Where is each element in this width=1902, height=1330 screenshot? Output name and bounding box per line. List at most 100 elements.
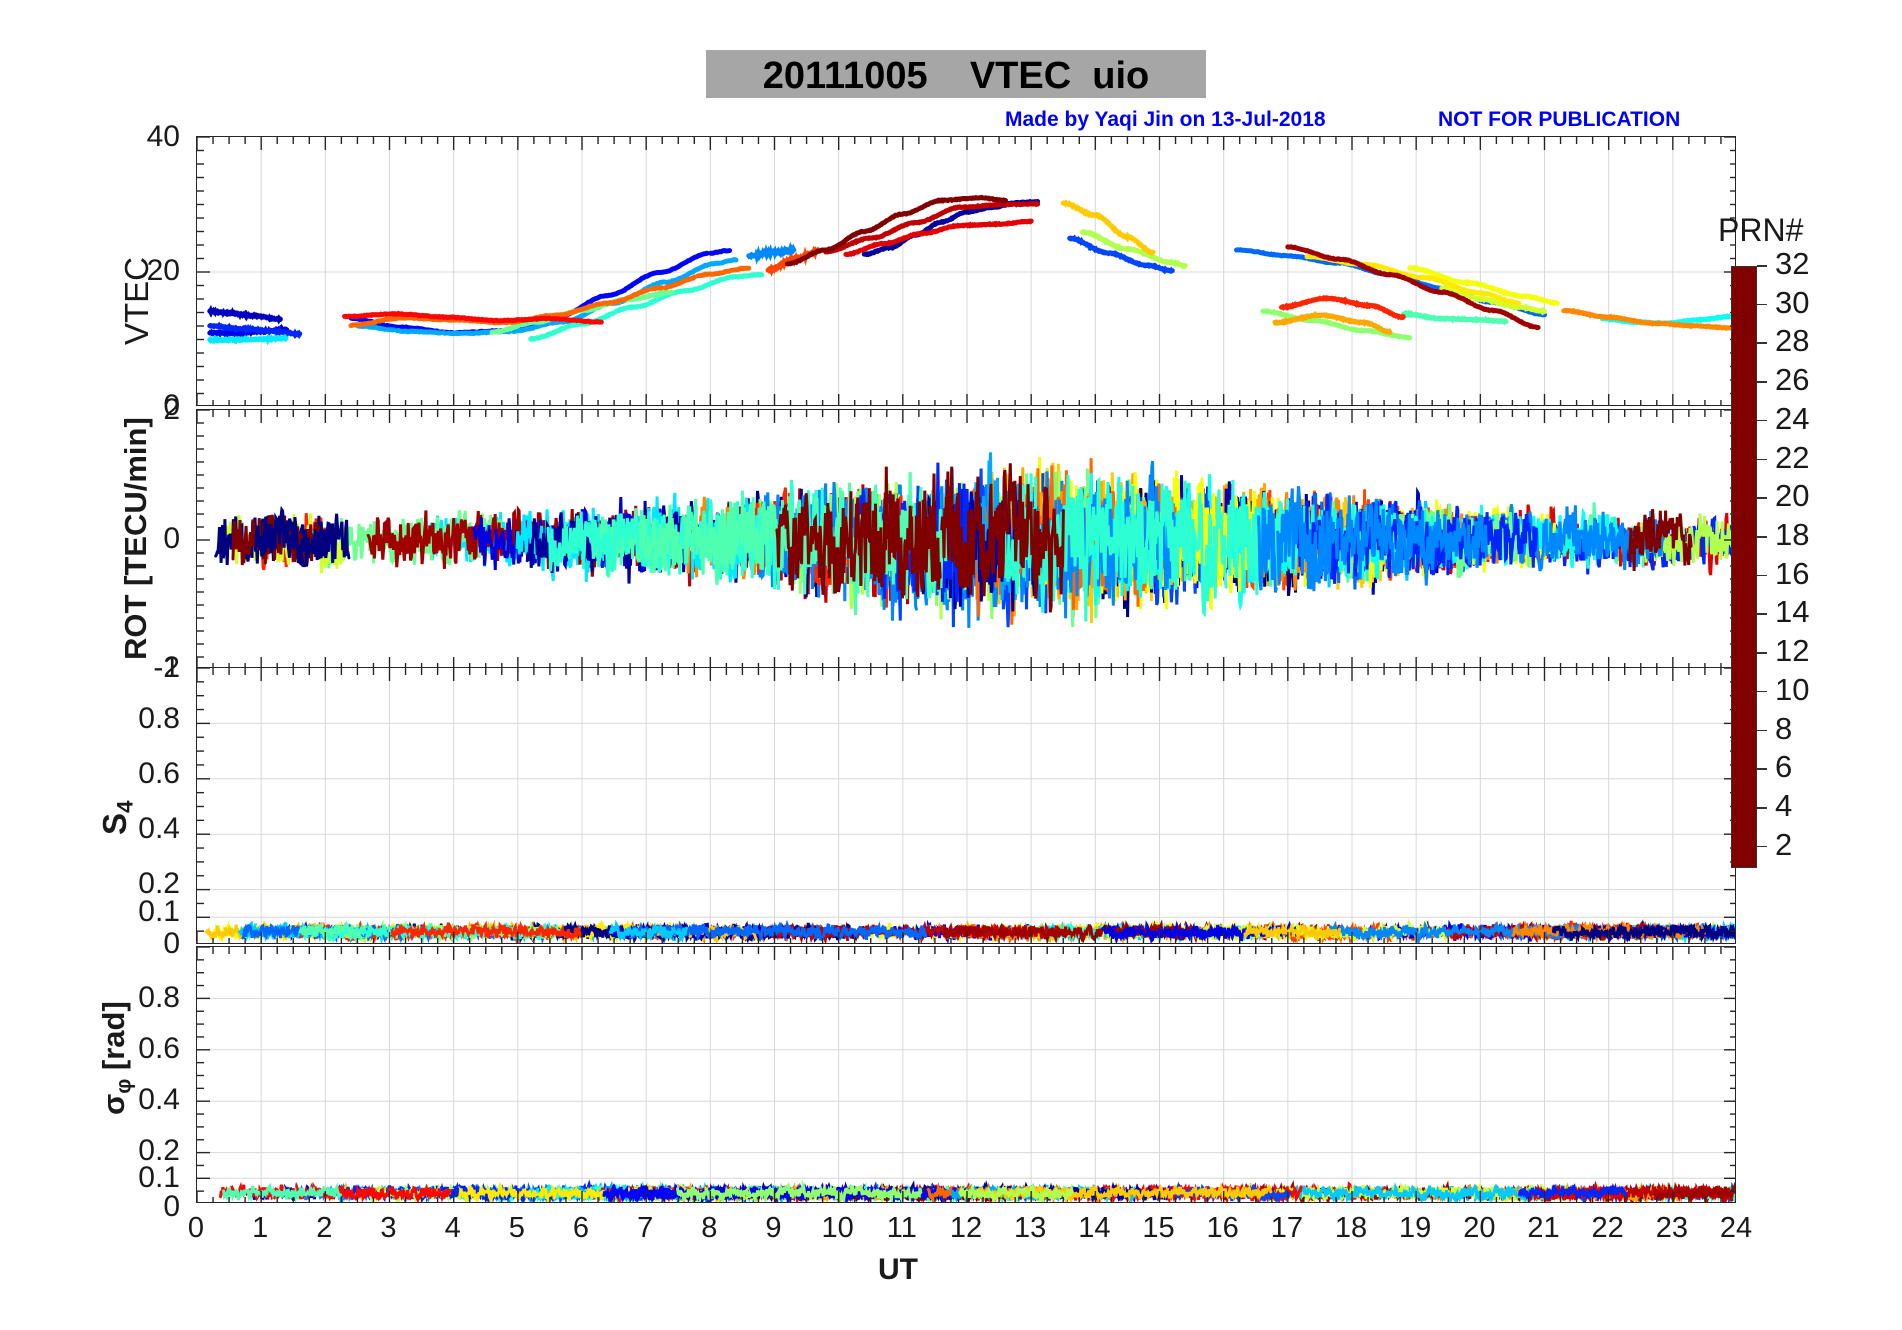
data-trace	[1551, 921, 1735, 943]
colorbar-tick	[1757, 535, 1767, 538]
data-trace	[1067, 234, 1175, 275]
gridlines	[197, 668, 1735, 943]
data-trace	[1628, 509, 1693, 572]
colorbar-tick	[1757, 768, 1767, 770]
xtick-label: 12	[949, 1212, 983, 1244]
ytick-s4-01: 0.1	[138, 895, 180, 928]
data-trace	[1272, 310, 1393, 335]
data-trace	[342, 310, 604, 325]
data-trace	[254, 505, 337, 568]
ytick-s4-02: 0.2	[138, 867, 180, 900]
data-trace	[222, 1182, 343, 1202]
data-trace	[457, 1181, 755, 1202]
colorbar-tick-label: 10	[1775, 671, 1810, 707]
data-trace	[608, 919, 688, 943]
plot-area-rot	[197, 410, 1735, 668]
ytick-sp-08: 0.8	[138, 981, 180, 1014]
ytick-s4-0: 0	[163, 927, 180, 960]
xtick-label: 8	[701, 1212, 718, 1244]
data-trace	[1293, 1182, 1542, 1202]
panel-rot	[196, 409, 1736, 669]
ytick-rot-minus2: -2	[153, 651, 180, 684]
panel-vtec	[196, 136, 1736, 406]
data-trace	[1256, 486, 1488, 593]
data-trace	[207, 304, 283, 325]
xtick-label: 20	[1463, 1212, 1496, 1244]
colorbar-tick	[1757, 574, 1767, 577]
data-trace	[591, 508, 675, 578]
ytick-sp-02: 0.2	[138, 1134, 180, 1167]
colorbar-tick	[1757, 613, 1767, 615]
credit-text: Made by Yaqi Jin on 13-Jul-2018	[1005, 108, 1326, 131]
panel-sigma-phi	[196, 946, 1736, 1203]
xtick-label: 22	[1591, 1212, 1624, 1244]
data-trace	[843, 218, 1034, 258]
ytick-sp-06: 0.6	[138, 1032, 180, 1065]
gridlines	[197, 137, 1735, 405]
colorbar-tick	[1757, 381, 1767, 383]
data-trace	[784, 194, 1008, 267]
xtick-label: 6	[572, 1212, 590, 1244]
tick-marks	[197, 947, 1735, 1202]
xtick-label: 19	[1399, 1212, 1432, 1244]
data-trace	[207, 333, 289, 346]
axis-title-ut: UT	[878, 1253, 918, 1286]
xtick-label: 16	[1206, 1212, 1239, 1244]
xtick-label: 0	[187, 1212, 205, 1244]
data-trace	[1518, 1182, 1628, 1202]
data-trace	[1243, 921, 1342, 943]
xtick-label: 2	[316, 1212, 333, 1244]
xtick-label: 11	[886, 1212, 917, 1244]
xtick-label: 24	[1719, 1212, 1753, 1244]
colorbar-tick-label: 30	[1775, 284, 1810, 320]
data-trace	[639, 472, 948, 616]
xtick-label: 23	[1655, 1212, 1688, 1244]
data-trace	[1060, 199, 1156, 256]
colorbar-tick-label: 16	[1775, 555, 1810, 591]
colorbar-title: PRN#	[1718, 212, 1804, 248]
colorbar-tick	[1757, 729, 1767, 732]
colorbar-tick	[1757, 652, 1767, 654]
ytick-vtec-0: 0	[163, 389, 180, 422]
data-trace	[823, 200, 1041, 255]
data-trace	[630, 919, 928, 942]
ytick-s4-06: 0.6	[138, 757, 180, 790]
colorbar-gradient	[1732, 267, 1756, 867]
data-trace	[1101, 922, 1242, 943]
data-trace	[1278, 294, 1406, 321]
ytick-s4-1: 1	[163, 651, 180, 684]
colorbar-tick-label: 22	[1775, 439, 1810, 475]
xtick-label: 14	[1078, 1212, 1111, 1244]
data-trace	[1400, 309, 1509, 326]
xtick-label: 17	[1270, 1212, 1303, 1244]
xtick-label: 1	[252, 1212, 269, 1244]
ytick-rot-2: 2	[163, 393, 180, 426]
colorbar-tick	[1757, 458, 1767, 461]
data-trace	[298, 920, 364, 943]
ytick-sp-01: 0.1	[138, 1161, 180, 1194]
tick-marks	[197, 137, 1735, 405]
colorbar-tick-label: 12	[1775, 633, 1810, 669]
panel-s4	[196, 667, 1736, 944]
colorbar-tick-label: 24	[1775, 400, 1810, 436]
colorbar-tick-label: 28	[1775, 323, 1810, 359]
colorbar-tick-label: 6	[1775, 749, 1793, 785]
xtick-label: 7	[637, 1212, 654, 1244]
ytick-s4-04: 0.4	[138, 812, 180, 845]
title-background-band	[706, 50, 1206, 98]
xtick-label: 21	[1527, 1212, 1560, 1244]
colorbar-tick-label: 26	[1775, 362, 1810, 398]
xtick-label: 4	[444, 1212, 461, 1244]
colorbar-tick	[1757, 690, 1767, 693]
xtick-label: 10	[821, 1212, 854, 1244]
colorbar-tick-label: 4	[1775, 787, 1793, 823]
plot-area-vtec	[197, 137, 1735, 405]
colorbar-tick	[1757, 303, 1767, 306]
ytick-vtec-40: 40	[146, 120, 180, 153]
colorbar-tick-label: 18	[1775, 516, 1810, 552]
colorbar-tick	[1757, 265, 1767, 267]
xtick-label: 13	[1014, 1212, 1047, 1244]
ytick-sp-04: 0.4	[138, 1083, 180, 1116]
xtick-label: 18	[1334, 1212, 1368, 1244]
